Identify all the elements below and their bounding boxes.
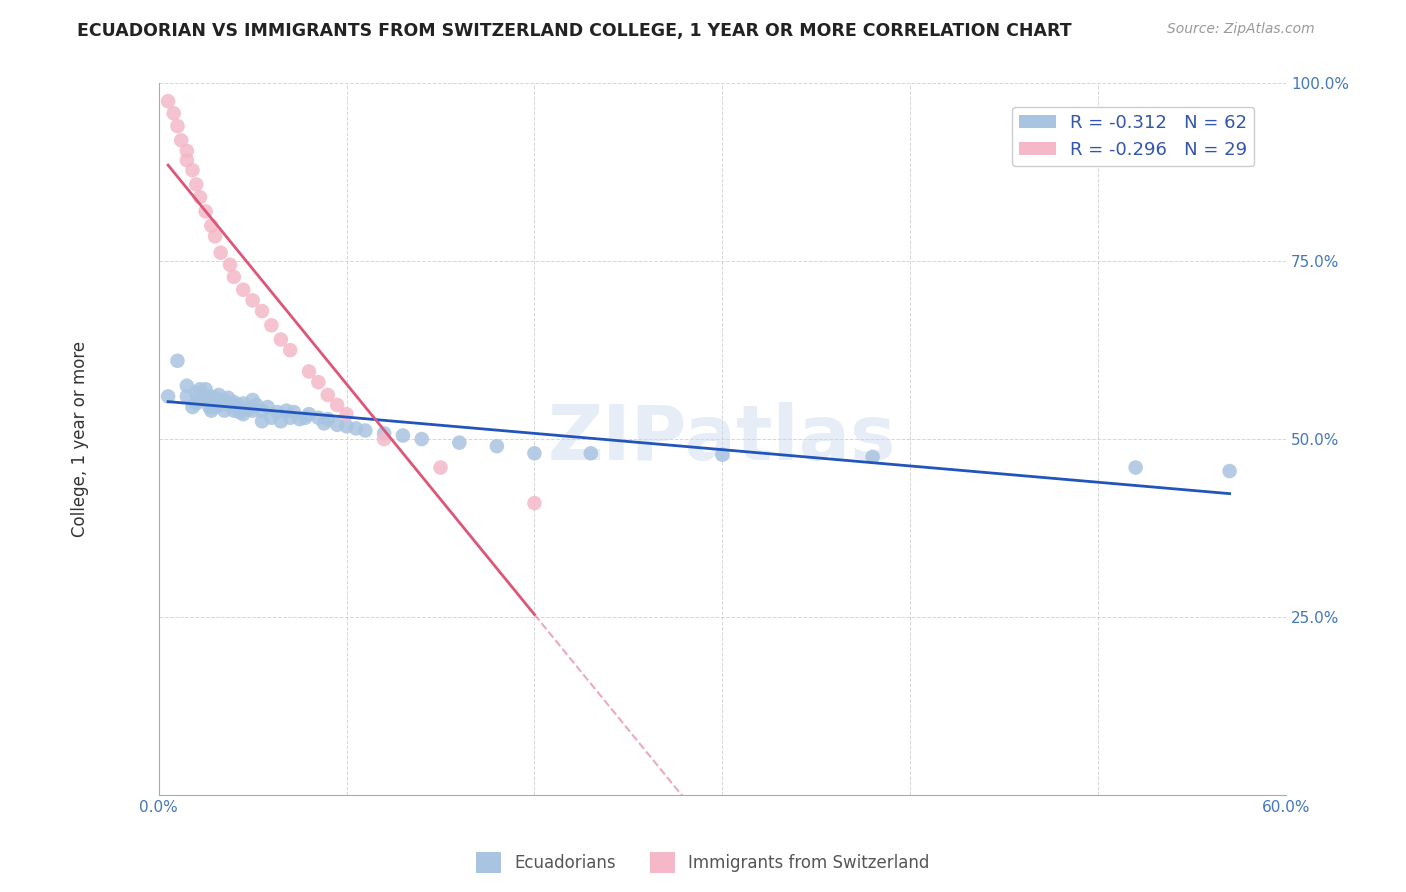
Point bbox=[411, 432, 433, 446]
Point bbox=[198, 400, 221, 414]
Point bbox=[219, 398, 242, 412]
Point bbox=[429, 460, 451, 475]
Point bbox=[214, 392, 236, 407]
Point bbox=[217, 391, 239, 405]
Legend: R = -0.312   N = 62, R = -0.296   N = 29: R = -0.312 N = 62, R = -0.296 N = 29 bbox=[1012, 107, 1254, 166]
Point bbox=[222, 395, 245, 409]
Point bbox=[204, 400, 226, 414]
Point bbox=[228, 405, 250, 419]
Point bbox=[232, 407, 254, 421]
Point bbox=[392, 428, 415, 442]
Point bbox=[298, 364, 321, 378]
Point bbox=[335, 407, 357, 421]
Point bbox=[209, 398, 232, 412]
Point bbox=[294, 410, 316, 425]
Point bbox=[245, 398, 267, 412]
Point bbox=[198, 389, 221, 403]
Point bbox=[256, 400, 278, 414]
Point bbox=[222, 403, 245, 417]
Point bbox=[186, 178, 208, 192]
Point bbox=[862, 450, 884, 464]
Legend: Ecuadorians, Immigrants from Switzerland: Ecuadorians, Immigrants from Switzerland bbox=[470, 846, 936, 880]
Point bbox=[316, 388, 339, 402]
Point bbox=[214, 403, 236, 417]
Point bbox=[242, 403, 264, 417]
Point bbox=[188, 190, 211, 204]
Point bbox=[260, 318, 283, 333]
Point bbox=[523, 446, 546, 460]
Point bbox=[188, 392, 211, 407]
Point bbox=[232, 396, 254, 410]
Point bbox=[250, 403, 273, 417]
Point bbox=[270, 414, 292, 428]
Point bbox=[250, 414, 273, 428]
Point bbox=[232, 283, 254, 297]
Point bbox=[194, 382, 217, 396]
Point bbox=[176, 378, 198, 392]
Point bbox=[373, 426, 395, 441]
Point bbox=[354, 424, 377, 438]
Point bbox=[485, 439, 508, 453]
Point bbox=[186, 396, 208, 410]
Point bbox=[449, 435, 471, 450]
Point bbox=[194, 204, 217, 219]
Point bbox=[176, 153, 198, 168]
Point bbox=[226, 398, 249, 412]
Y-axis label: College, 1 year or more: College, 1 year or more bbox=[72, 341, 89, 537]
Point bbox=[170, 133, 193, 147]
Point bbox=[312, 417, 335, 431]
Text: ZIPatlas: ZIPatlas bbox=[548, 402, 897, 476]
Point bbox=[270, 333, 292, 347]
Point bbox=[711, 448, 734, 462]
Point bbox=[283, 405, 305, 419]
Point bbox=[188, 382, 211, 396]
Point bbox=[242, 293, 264, 308]
Point bbox=[176, 389, 198, 403]
Point bbox=[288, 412, 311, 426]
Point bbox=[157, 389, 180, 403]
Point bbox=[238, 402, 260, 417]
Point bbox=[186, 385, 208, 400]
Point bbox=[200, 403, 222, 417]
Point bbox=[166, 354, 188, 368]
Point bbox=[181, 400, 204, 414]
Point bbox=[260, 410, 283, 425]
Point bbox=[194, 392, 217, 407]
Point bbox=[298, 407, 321, 421]
Point bbox=[181, 163, 204, 178]
Point bbox=[204, 229, 226, 244]
Text: ECUADORIAN VS IMMIGRANTS FROM SWITZERLAND COLLEGE, 1 YEAR OR MORE CORRELATION CH: ECUADORIAN VS IMMIGRANTS FROM SWITZERLAN… bbox=[77, 22, 1071, 40]
Point bbox=[250, 304, 273, 318]
Point bbox=[326, 398, 349, 412]
Point bbox=[209, 245, 232, 260]
Point bbox=[316, 412, 339, 426]
Point bbox=[278, 410, 301, 425]
Point bbox=[166, 119, 188, 133]
Point bbox=[307, 410, 329, 425]
Point bbox=[326, 417, 349, 432]
Point bbox=[222, 269, 245, 284]
Text: Source: ZipAtlas.com: Source: ZipAtlas.com bbox=[1167, 22, 1315, 37]
Point bbox=[204, 391, 226, 405]
Point bbox=[523, 496, 546, 510]
Point bbox=[208, 388, 231, 402]
Point bbox=[373, 432, 395, 446]
Point bbox=[200, 219, 222, 233]
Point bbox=[176, 144, 198, 158]
Point bbox=[163, 106, 186, 120]
Point bbox=[276, 403, 298, 417]
Point bbox=[157, 94, 180, 108]
Point bbox=[219, 258, 242, 272]
Point bbox=[1125, 460, 1147, 475]
Point bbox=[307, 375, 329, 389]
Point bbox=[278, 343, 301, 358]
Point bbox=[579, 446, 602, 460]
Point bbox=[1219, 464, 1241, 478]
Point bbox=[335, 419, 357, 434]
Point bbox=[344, 421, 367, 435]
Point bbox=[242, 392, 264, 407]
Point bbox=[266, 405, 288, 419]
